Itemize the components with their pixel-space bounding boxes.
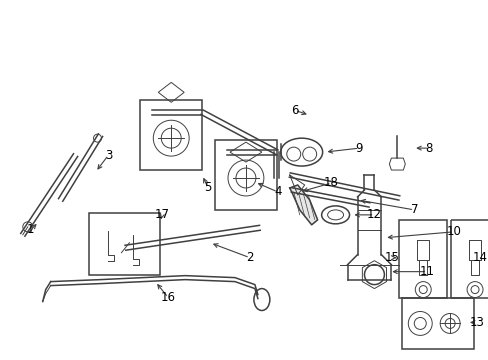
Text: 1: 1 bbox=[27, 223, 35, 236]
Bar bbox=[88, 213, 160, 275]
Text: 17: 17 bbox=[154, 208, 169, 221]
Text: 8: 8 bbox=[425, 141, 432, 155]
Text: 14: 14 bbox=[471, 251, 487, 264]
Polygon shape bbox=[289, 185, 317, 225]
Text: 5: 5 bbox=[204, 181, 211, 194]
Text: 13: 13 bbox=[468, 316, 484, 329]
Text: 12: 12 bbox=[366, 208, 381, 221]
Text: 11: 11 bbox=[419, 265, 434, 278]
Bar bbox=[399, 220, 446, 298]
Bar bbox=[215, 140, 276, 210]
Text: 10: 10 bbox=[446, 225, 461, 238]
Text: 18: 18 bbox=[324, 176, 338, 189]
Text: 6: 6 bbox=[290, 104, 298, 117]
Text: 7: 7 bbox=[410, 203, 417, 216]
Text: 9: 9 bbox=[355, 141, 363, 155]
Text: 16: 16 bbox=[161, 291, 175, 304]
Bar bbox=[450, 220, 488, 298]
Bar bbox=[402, 298, 473, 349]
Text: 2: 2 bbox=[245, 251, 253, 264]
Text: 3: 3 bbox=[104, 149, 112, 162]
Text: 4: 4 bbox=[273, 185, 281, 198]
Bar bbox=[140, 100, 202, 170]
Text: 15: 15 bbox=[384, 251, 399, 264]
